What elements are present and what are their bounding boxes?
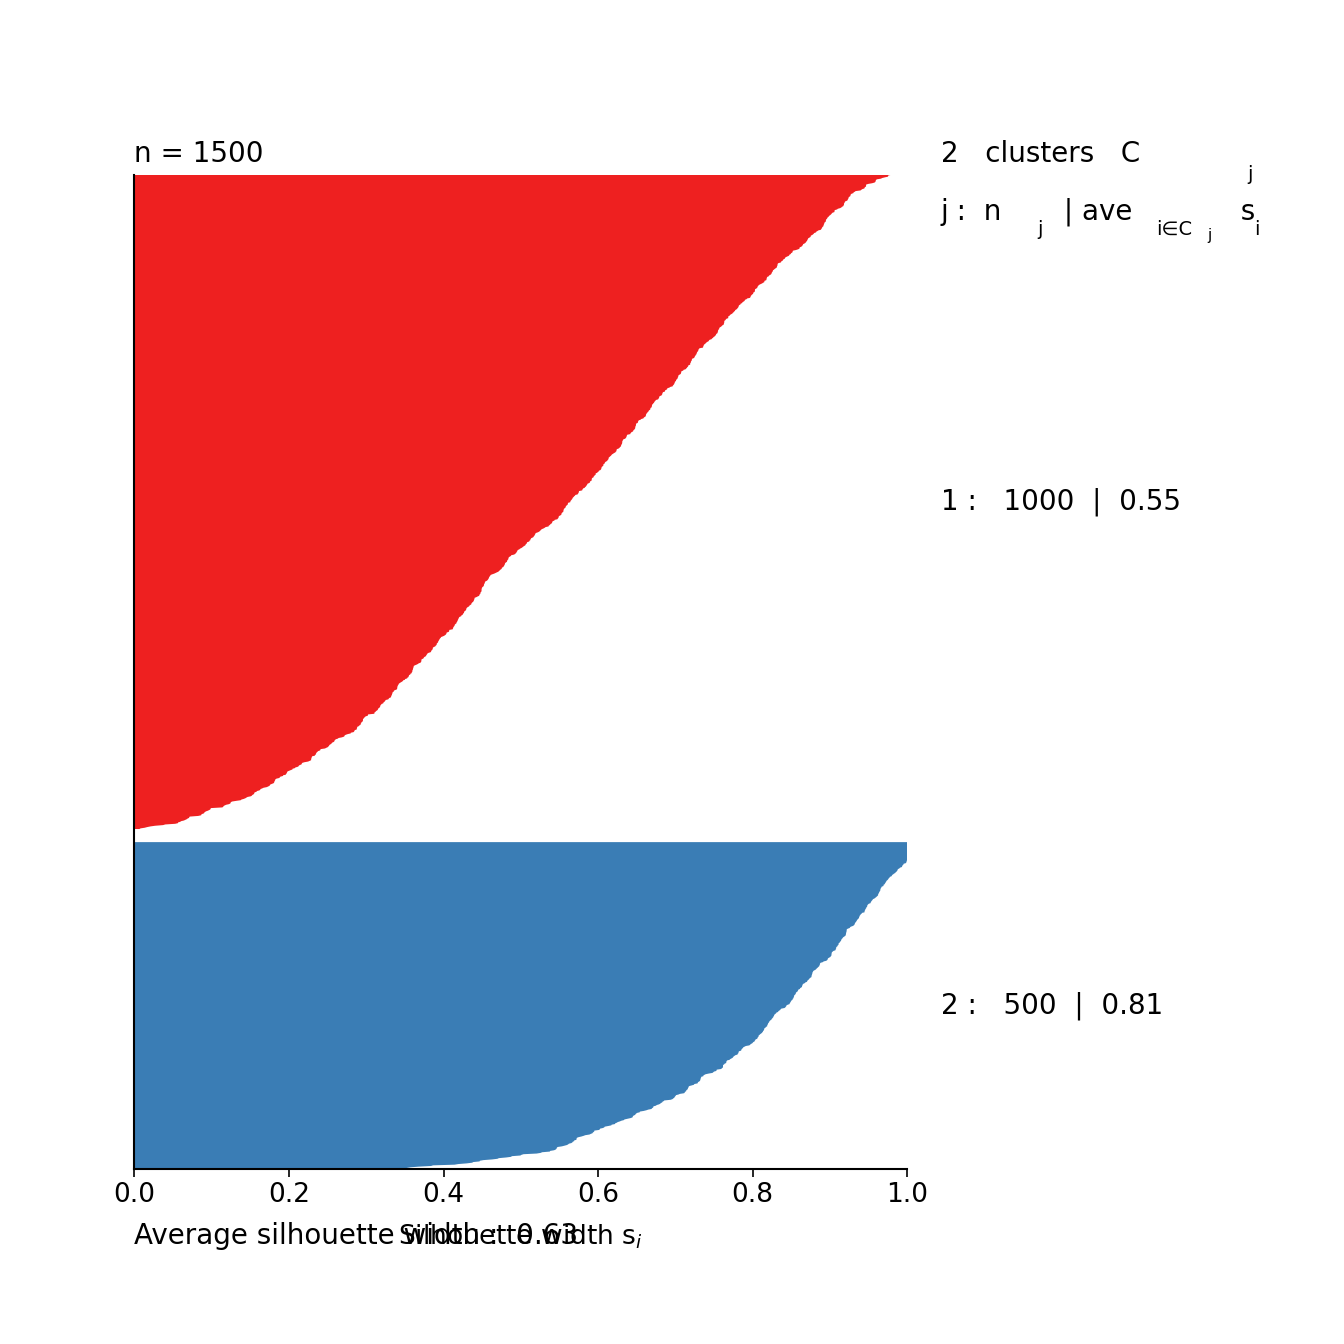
Text: i: i xyxy=(1254,220,1259,239)
Polygon shape xyxy=(134,843,907,1169)
Text: i∈C: i∈C xyxy=(1156,220,1192,239)
Text: Average silhouette width :  0.63: Average silhouette width : 0.63 xyxy=(134,1222,578,1250)
Text: 2 :   500  |  0.81: 2 : 500 | 0.81 xyxy=(941,992,1163,1020)
Text: j: j xyxy=(1038,220,1043,239)
Text: n = 1500: n = 1500 xyxy=(134,140,263,168)
Text: j :  n: j : n xyxy=(941,198,1003,226)
Text: j: j xyxy=(1247,165,1253,184)
Text: s: s xyxy=(1223,198,1255,226)
Text: j: j xyxy=(1207,228,1211,243)
Text: 2   clusters   C: 2 clusters C xyxy=(941,140,1140,168)
X-axis label: Silhouette width s$_i$: Silhouette width s$_i$ xyxy=(398,1222,644,1251)
Text: | ave: | ave xyxy=(1055,198,1133,226)
Text: 1 :   1000  |  0.55: 1 : 1000 | 0.55 xyxy=(941,488,1181,516)
Polygon shape xyxy=(134,175,892,829)
